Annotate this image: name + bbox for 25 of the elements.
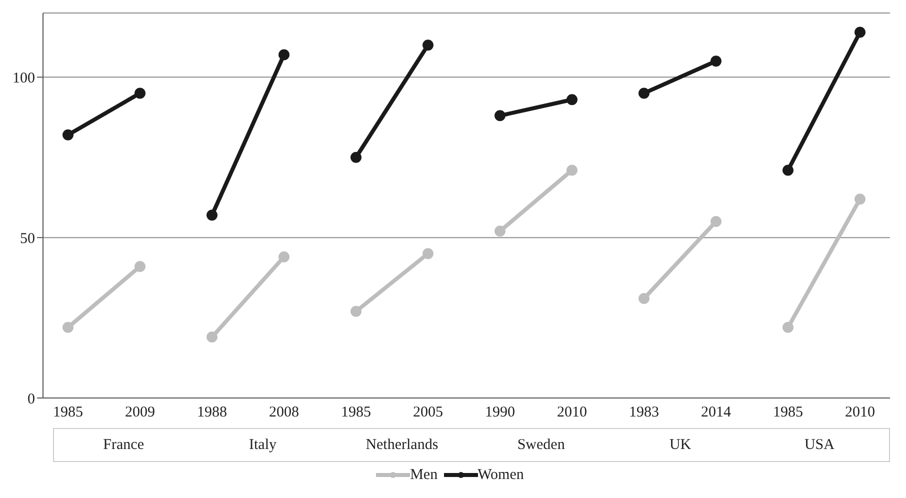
y-tick-label: 50 xyxy=(20,230,35,247)
text: Italy xyxy=(248,436,278,455)
x-tick-label: 2010 xyxy=(845,404,875,421)
text: UK xyxy=(668,436,692,455)
text: Netherlands xyxy=(364,436,440,455)
y-tick-label: 100 xyxy=(12,70,35,86)
x-tick-label: 1985 xyxy=(341,404,371,421)
text: USA xyxy=(803,436,836,455)
legend-label: Men xyxy=(410,466,438,484)
x-tick-label: 2009 xyxy=(125,404,155,421)
x-tick-label: 2014 xyxy=(701,404,732,421)
x-tick-label: 2005 xyxy=(413,404,443,421)
x-tick-label: 2008 xyxy=(269,404,299,421)
x-tick-label: 1990 xyxy=(485,404,515,421)
text: France xyxy=(102,436,145,455)
point xyxy=(782,164,794,176)
text: Sweden xyxy=(516,436,566,455)
legend-label: Women xyxy=(478,466,524,484)
y-tick-label: 0 xyxy=(28,391,35,408)
x-tick-label: 1985 xyxy=(53,404,83,421)
x-tick-label: 1983 xyxy=(629,404,659,421)
x-tick-label: 2010 xyxy=(557,404,587,421)
x-tick-label: 1985 xyxy=(773,404,803,421)
point xyxy=(854,26,866,38)
x-tick-label: 1988 xyxy=(197,404,227,421)
